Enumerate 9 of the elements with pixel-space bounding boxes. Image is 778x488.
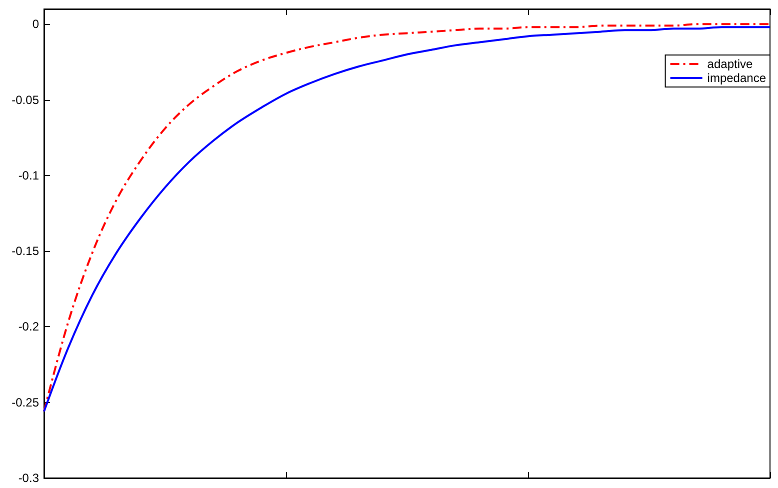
y-tick-label: -0.05 <box>12 92 40 107</box>
y-tick-label: -0.1 <box>18 168 40 182</box>
y-tick-label: 0 <box>32 17 40 32</box>
y-tick-label: -0.15 <box>12 244 40 258</box>
y-tick-label: -0.3 <box>18 471 40 485</box>
y-tick-label: -0.2 <box>18 320 40 334</box>
legend-label: impedance <box>707 71 766 85</box>
legend-label: adaptive <box>707 57 753 71</box>
y-tick-label: -0.25 <box>12 395 40 410</box>
